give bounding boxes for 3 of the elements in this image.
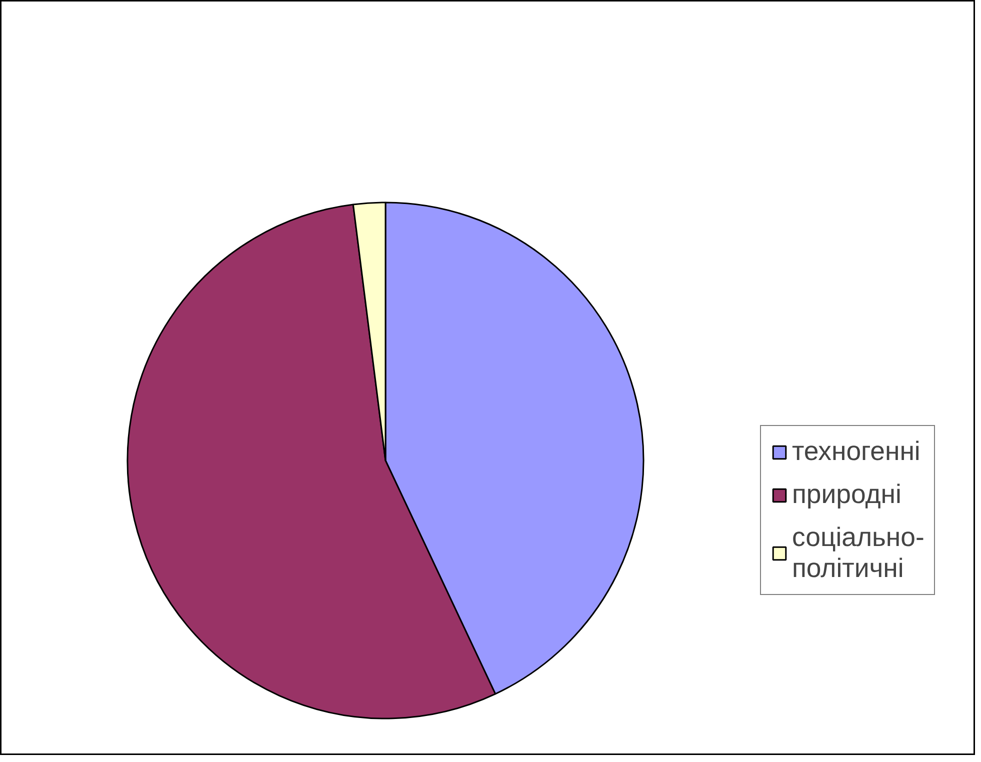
legend-label: техногенні bbox=[792, 436, 920, 467]
legend-label: соціально-політичні bbox=[792, 522, 924, 584]
legend-label: природні bbox=[792, 479, 902, 510]
